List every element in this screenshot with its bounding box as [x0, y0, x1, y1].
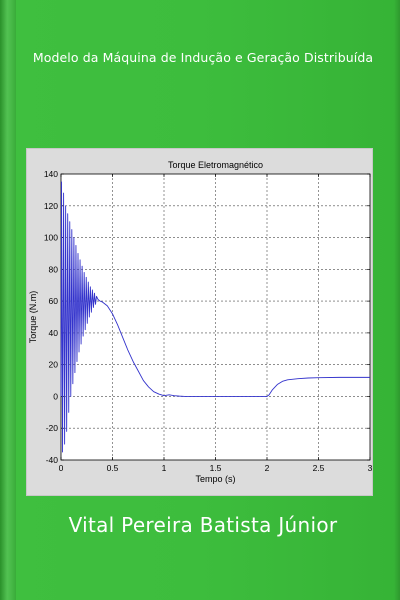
y-tick-label: 100 — [44, 233, 58, 243]
x-tick-label: 1.5 — [210, 463, 222, 473]
plot-area — [61, 174, 370, 460]
torque-chart: 0 0.5 1 1.5 2 2.5 3 -40 -20 0 20 40 60 80 100 120 140 Tor… — [28, 160, 373, 484]
y-tick-label: 120 — [44, 201, 58, 211]
book-author: Vital Pereira Batista Júnior — [68, 513, 338, 537]
torque-series-line — [60, 181, 370, 453]
y-axis-label: Torque (N.m) — [28, 291, 38, 344]
x-tick-label: 2.5 — [313, 463, 325, 473]
x-tick-label: 1 — [162, 463, 167, 473]
y-tick-label: 20 — [49, 360, 59, 370]
spine-shading — [0, 0, 16, 600]
cover-figure: 0 0.5 1 1.5 2 2.5 3 -40 -20 0 20 40 60 80 100 120 140 Tor… — [26, 148, 373, 496]
x-tick-label: 3 — [368, 463, 373, 473]
y-tick-label: -20 — [46, 423, 59, 433]
y-tick-label: -40 — [46, 455, 59, 465]
y-tick-label: 80 — [49, 264, 59, 274]
y-tick-label: 40 — [49, 328, 59, 338]
x-tick-label: 0.5 — [107, 463, 119, 473]
chart-title: Torque Eletromagnético — [168, 160, 263, 170]
book-title: Modelo da Máquina de Indução e Geração D… — [32, 50, 374, 65]
edge-shading — [394, 0, 400, 600]
x-axis-label: Tempo (s) — [195, 474, 235, 484]
y-tick-label: 140 — [44, 169, 58, 179]
y-tick-label: 0 — [53, 391, 58, 401]
x-tick-label: 2 — [265, 463, 270, 473]
y-tick-label: 60 — [49, 296, 59, 306]
x-tick-label: 0 — [59, 463, 64, 473]
